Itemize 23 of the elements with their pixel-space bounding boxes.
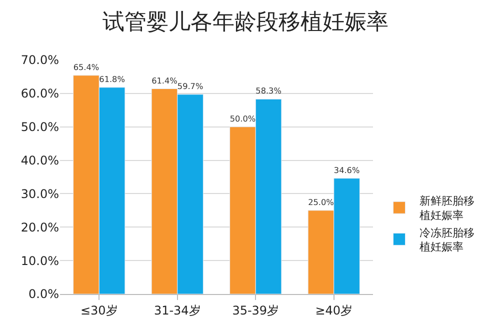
y-tick-label: 40.0%	[20, 153, 59, 168]
chart-title: 试管婴儿各年龄段移植妊娠率	[102, 10, 388, 35]
data-label: 25.0%	[308, 196, 334, 207]
y-tick-label: 50.0%	[20, 120, 59, 134]
legend-label: 冷冻胚胎移植妊娠率	[419, 226, 474, 254]
data-label: 61.8%	[99, 74, 126, 84]
y-tick-label: 60.0%	[20, 86, 59, 101]
y-tick-label: 70.0%	[20, 53, 59, 68]
y-tick-label: 10.0%	[20, 254, 59, 268]
x-tick-label: ≥40岁	[315, 303, 353, 318]
y-tick-label: 30.0%	[20, 186, 59, 201]
y-tick-label: 20.0%	[20, 220, 59, 234]
data-label: 59.7%	[177, 80, 204, 91]
data-label: 61.4%	[152, 75, 178, 86]
data-label: 50.0%	[230, 113, 256, 124]
y-tick-label: 0.0%	[28, 287, 59, 302]
x-tick-label: 31-34岁	[154, 303, 201, 318]
x-tick-label: ≤30岁	[80, 303, 118, 318]
data-label: 58.3%	[256, 86, 282, 96]
legend-label: 新鲜胚胎移植妊娠率	[419, 194, 474, 222]
x-tick-label: 35-39岁	[232, 303, 280, 318]
data-label: 34.6%	[334, 164, 360, 175]
data-label: 65.4%	[73, 62, 100, 72]
